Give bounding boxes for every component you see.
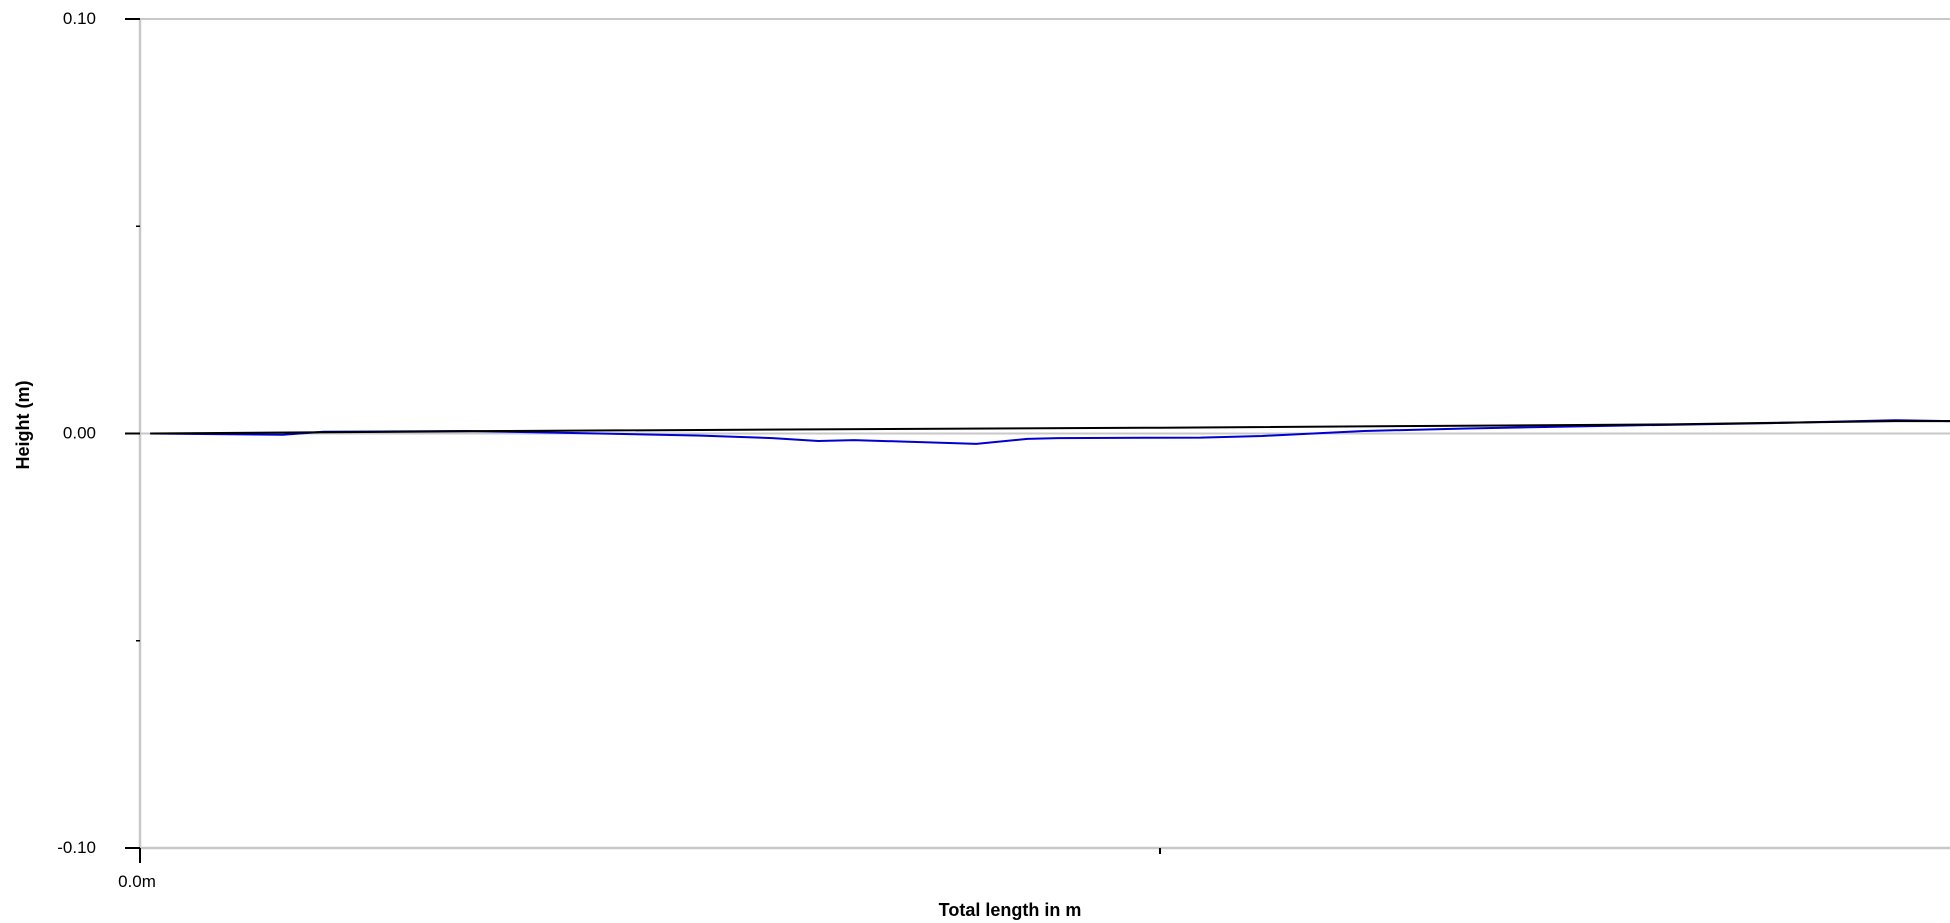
y-tick-label-0: 0.10 xyxy=(63,9,96,28)
y-tick-label-2: 0.00 xyxy=(63,424,96,443)
x-tick-label-0: 0.0m xyxy=(118,872,156,891)
series-line-1 xyxy=(150,420,1950,435)
y-axis-title: Height (m) xyxy=(13,381,33,470)
axes-layer: 0.10 0.00 -0.10 0.0m xyxy=(57,9,1950,891)
series-layer xyxy=(150,419,1950,445)
y-tick-label-4: -0.10 xyxy=(57,838,96,857)
x-axis-title: Total length in m xyxy=(939,900,1082,920)
